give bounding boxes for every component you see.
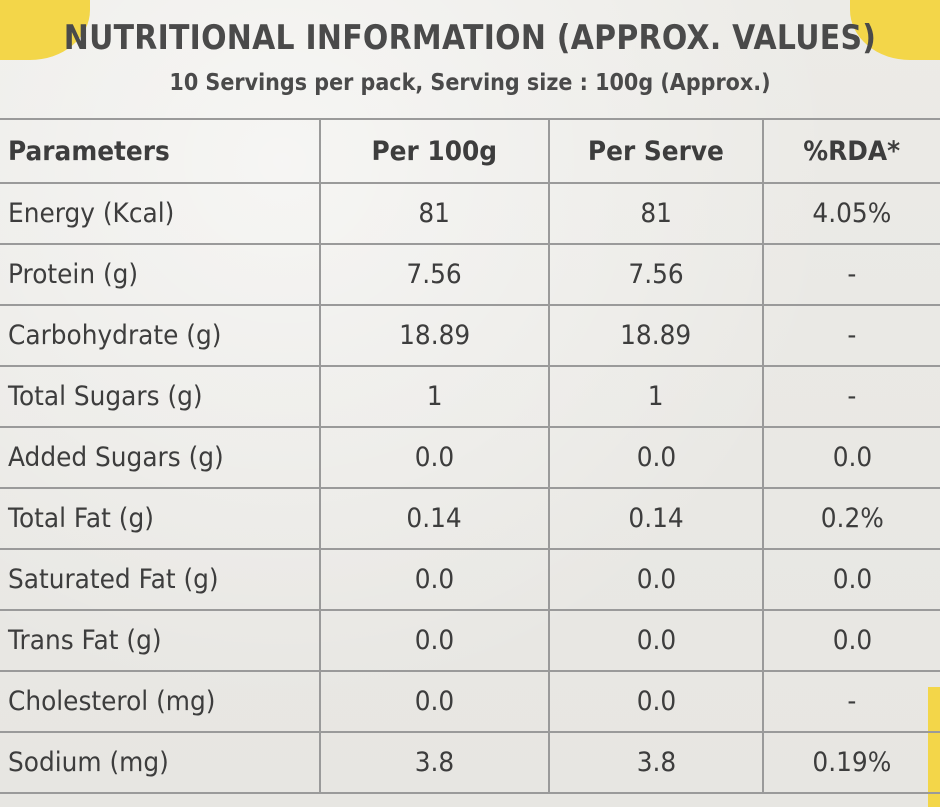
per-serve-cell: 7.56 bbox=[548, 243, 764, 306]
rda-cell: - bbox=[762, 670, 940, 733]
table-header-row: Parameters Per 100g Per Serve %RDA* bbox=[0, 118, 940, 184]
per-serve-cell: 0.14 bbox=[548, 487, 764, 550]
table-row: Energy (Kcal) 81 81 4.05% bbox=[0, 182, 940, 245]
nutrition-table: Parameters Per 100g Per Serve %RDA* Ener… bbox=[0, 118, 940, 794]
serving-info: 10 Servings per pack, Serving size : 100… bbox=[169, 70, 771, 96]
parameter-cell: Total Sugars (g) bbox=[0, 365, 321, 428]
parameter-cell: Energy (Kcal) bbox=[0, 182, 321, 245]
per-serve-cell: 0.0 bbox=[548, 609, 764, 672]
table-row: Total Sugars (g) 1 1 - bbox=[0, 365, 940, 428]
column-header-parameters: Parameters bbox=[0, 118, 321, 184]
parameter-cell: Cholesterol (mg) bbox=[0, 670, 321, 733]
per-100g-cell: 0.0 bbox=[319, 670, 550, 733]
per-100g-cell: 7.56 bbox=[319, 243, 550, 306]
table-row: Total Fat (g) 0.14 0.14 0.2% bbox=[0, 487, 940, 550]
parameter-cell: Saturated Fat (g) bbox=[0, 548, 321, 611]
per-serve-cell: 81 bbox=[548, 182, 764, 245]
per-serve-cell: 18.89 bbox=[548, 304, 764, 367]
table-row: Protein (g) 7.56 7.56 - bbox=[0, 243, 940, 306]
table-row: Carbohydrate (g) 18.89 18.89 - bbox=[0, 304, 940, 367]
table-row: Added Sugars (g) 0.0 0.0 0.0 bbox=[0, 426, 940, 489]
rda-cell: - bbox=[762, 243, 940, 306]
per-serve-cell: 0.0 bbox=[548, 426, 764, 489]
per-serve-cell: 0.0 bbox=[548, 548, 764, 611]
table-row: Cholesterol (mg) 0.0 0.0 - bbox=[0, 670, 940, 733]
parameter-cell: Protein (g) bbox=[0, 243, 321, 306]
rda-cell: - bbox=[762, 304, 940, 367]
rda-cell: 0.0 bbox=[762, 426, 940, 489]
parameter-cell: Total Fat (g) bbox=[0, 487, 321, 550]
column-header-rda: %RDA* bbox=[762, 118, 940, 184]
column-header-per-serve: Per Serve bbox=[548, 118, 764, 184]
parameter-cell: Carbohydrate (g) bbox=[0, 304, 321, 367]
per-100g-cell: 81 bbox=[319, 182, 550, 245]
table-row: Saturated Fat (g) 0.0 0.0 0.0 bbox=[0, 548, 940, 611]
parameter-cell: Added Sugars (g) bbox=[0, 426, 321, 489]
per-100g-cell: 0.0 bbox=[319, 426, 550, 489]
per-100g-cell: 0.14 bbox=[319, 487, 550, 550]
parameter-cell: Trans Fat (g) bbox=[0, 609, 321, 672]
rda-cell: - bbox=[762, 365, 940, 428]
per-100g-cell: 18.89 bbox=[319, 304, 550, 367]
rda-cell: 4.05% bbox=[762, 182, 940, 245]
per-100g-cell: 1 bbox=[319, 365, 550, 428]
table-row: Trans Fat (g) 0.0 0.0 0.0 bbox=[0, 609, 940, 672]
column-header-per-100g: Per 100g bbox=[319, 118, 550, 184]
per-100g-cell: 3.8 bbox=[319, 731, 550, 794]
parameter-cell: Sodium (mg) bbox=[0, 731, 321, 794]
label-title: NUTRITIONAL INFORMATION (APPROX. VALUES) bbox=[63, 18, 877, 58]
rda-cell: 0.2% bbox=[762, 487, 940, 550]
rda-cell: 0.0 bbox=[762, 609, 940, 672]
per-serve-cell: 3.8 bbox=[548, 731, 764, 794]
per-serve-cell: 0.0 bbox=[548, 670, 764, 733]
rda-cell: 0.19% bbox=[762, 731, 940, 794]
rda-cell: 0.0 bbox=[762, 548, 940, 611]
table-row: Sodium (mg) 3.8 3.8 0.19% bbox=[0, 731, 940, 794]
per-100g-cell: 0.0 bbox=[319, 548, 550, 611]
per-100g-cell: 0.0 bbox=[319, 609, 550, 672]
per-serve-cell: 1 bbox=[548, 365, 764, 428]
